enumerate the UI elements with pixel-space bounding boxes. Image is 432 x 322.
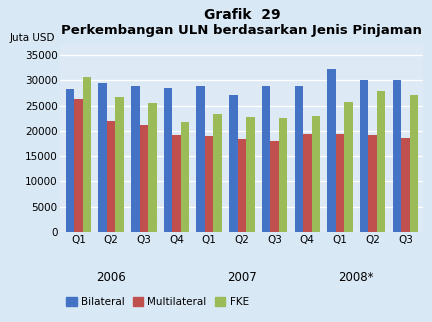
Text: Grafik  29: Grafik 29	[203, 8, 280, 22]
Text: 2008*: 2008*	[339, 271, 374, 284]
Bar	[83, 77, 91, 232]
Bar	[107, 121, 115, 232]
Bar	[311, 116, 320, 232]
Bar	[197, 86, 205, 232]
Bar	[131, 86, 140, 232]
Bar	[377, 90, 385, 232]
Bar	[172, 135, 181, 232]
Bar	[401, 138, 410, 232]
Bar	[181, 122, 189, 232]
Bar	[360, 80, 368, 232]
Text: Juta USD: Juta USD	[10, 33, 55, 43]
Bar	[246, 117, 255, 232]
Bar	[344, 102, 353, 232]
Bar	[74, 99, 83, 232]
Bar	[262, 86, 270, 232]
Bar	[327, 69, 336, 232]
Bar	[303, 134, 311, 232]
Text: 2006: 2006	[96, 271, 126, 284]
Bar	[98, 83, 107, 232]
Bar	[279, 118, 287, 232]
Bar	[295, 86, 303, 232]
Bar	[368, 135, 377, 232]
Bar	[140, 125, 148, 232]
Bar	[270, 141, 279, 232]
Bar	[336, 134, 344, 232]
Bar	[205, 136, 213, 232]
Bar	[213, 114, 222, 232]
Text: 2007: 2007	[227, 271, 257, 284]
Bar	[393, 80, 401, 232]
Bar	[164, 88, 172, 232]
Bar	[66, 90, 74, 232]
Bar	[229, 95, 238, 232]
Text: Perkembangan ULN berdasarkan Jenis Pinjaman: Perkembangan ULN berdasarkan Jenis Pinja…	[61, 24, 422, 37]
Bar	[115, 97, 124, 232]
Bar	[148, 103, 156, 232]
Bar	[238, 139, 246, 232]
Bar	[410, 95, 418, 232]
Legend: Bilateral, Multilateral, FKE: Bilateral, Multilateral, FKE	[62, 293, 253, 311]
